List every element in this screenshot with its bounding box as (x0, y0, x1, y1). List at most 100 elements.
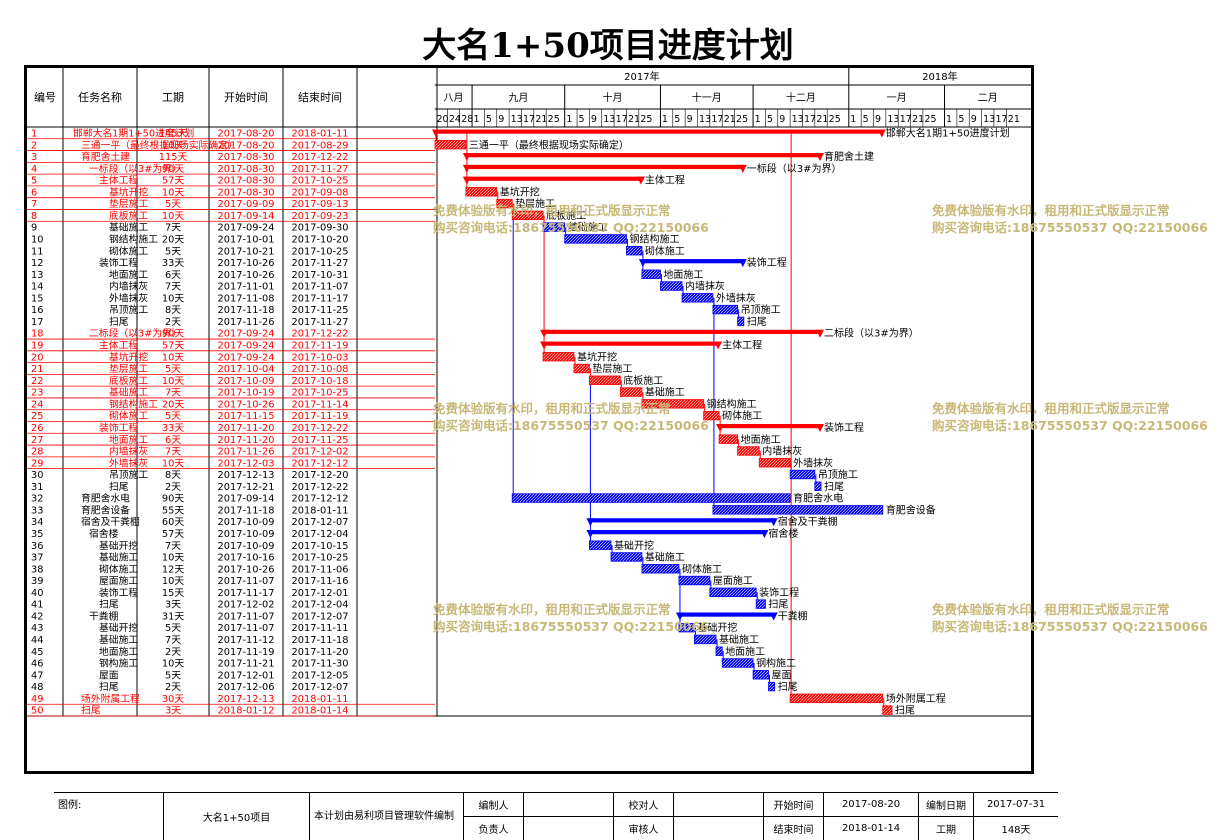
task-bar-label: 砌体施工 (645, 244, 685, 257)
task-bar (721, 658, 754, 668)
task-no: 30 (31, 470, 43, 481)
task-end: 2018-01-11 (292, 694, 349, 705)
task-duration: 90天 (162, 494, 184, 505)
reviewed-by-label: 审核人 (614, 817, 674, 840)
task-start: 2017-10-26 (218, 258, 275, 269)
task-bar-label: 干粪棚 (778, 609, 808, 622)
task-duration: 7天 (165, 282, 181, 293)
task-bar (564, 234, 627, 244)
task-name: 垫层施工 (109, 362, 148, 375)
task-no: 42 (31, 611, 43, 622)
day-label: 20 (437, 114, 449, 125)
task-start: 2017-12-03 (218, 458, 275, 469)
task-name: 吊顶施工 (109, 303, 148, 316)
task-name: 外墙抹灰 (109, 291, 148, 304)
task-no: 17 (31, 317, 43, 328)
summary-bar-end-cap (636, 176, 645, 185)
task-bar-label: 三通一平（最终根据现场实际确定） (469, 138, 629, 151)
task-duration: 10天 (162, 293, 184, 304)
reviewed-by-value (674, 817, 764, 840)
task-no: 33 (31, 505, 43, 516)
task-no: 26 (31, 423, 43, 434)
task-bar-label: 内墙抹灰 (685, 280, 725, 293)
footer: 图例: 大名1+50项目 本计划由易利项目管理软件编制 编制人 校对人 开始时间… (54, 792, 1058, 840)
summary-bar-start-cap (638, 259, 647, 268)
task-duration: 60天 (162, 517, 184, 528)
task-start: 2017-10-19 (218, 388, 275, 399)
task-name: 装饰工程 (99, 586, 138, 599)
task-end: 2017-11-25 (292, 305, 349, 316)
task-duration: 57天 (162, 529, 184, 540)
column-header-name: 任务名称 (78, 90, 122, 104)
task-end: 2017-12-01 (292, 588, 349, 599)
day-label: 5 (486, 114, 492, 125)
task-duration: 10天 (162, 140, 184, 151)
task-no: 7 (31, 199, 37, 210)
task-start: 2017-12-21 (218, 482, 275, 493)
day-label: 5 (958, 114, 964, 125)
task-no: 14 (31, 282, 43, 293)
task-start: 2017-12-01 (218, 670, 275, 681)
task-duration: 7天 (165, 223, 181, 234)
task-end: 2017-12-22 (292, 423, 349, 434)
task-end: 2017-11-16 (292, 576, 349, 587)
task-no: 19 (31, 341, 43, 352)
task-end: 2017-10-31 (292, 270, 349, 281)
task-bar-label: 地面施工 (741, 433, 781, 446)
day-label: 17 (616, 114, 628, 125)
summary-bar-start-cap (586, 518, 595, 527)
task-start: 2017-11-15 (218, 411, 275, 422)
task-bar-label: 主体工程 (645, 175, 685, 187)
summary-bar-end-cap (738, 164, 747, 173)
task-bar-label: 扫尾 (747, 315, 767, 328)
task-bar-label: 育肥舍设备 (886, 503, 936, 516)
task-no: 46 (31, 659, 43, 670)
task-no: 3 (31, 152, 37, 163)
task-no: 11 (31, 246, 43, 257)
task-duration: 145天 (159, 128, 188, 139)
task-name: 底板施工 (109, 374, 148, 387)
task-name: 宿舍楼 (89, 527, 119, 540)
task-end: 2017-11-18 (292, 635, 349, 646)
month-label: 八月 (444, 92, 464, 104)
summary-bar-end-cap (714, 341, 723, 350)
task-bar (789, 469, 816, 480)
task-name: 地面施工 (109, 433, 148, 446)
task-name: 砌体施工 (109, 244, 148, 257)
task-bar-label: 育肥舍土建 (824, 150, 874, 163)
day-label: 28 (461, 114, 473, 125)
task-no: 32 (31, 494, 43, 505)
task-no: 28 (31, 447, 43, 458)
day-label: 13 (792, 114, 804, 125)
task-duration: 10天 (162, 576, 184, 587)
task-no: 15 (31, 293, 43, 304)
task-no: 36 (31, 541, 43, 552)
task-no: 18 (31, 329, 43, 340)
task-no: 10 (31, 235, 43, 246)
task-duration: 6天 (165, 270, 181, 281)
summary-bar-start-cap (586, 530, 595, 539)
summary-bar-start-cap (540, 341, 549, 350)
task-duration: 57天 (162, 341, 184, 352)
task-bar-label: 钢结构施工 (629, 233, 679, 246)
task-name: 育肥舍设备 (81, 503, 130, 516)
task-start: 2017-12-13 (218, 470, 275, 481)
task-bar (882, 705, 893, 715)
task-start: 2017-10-26 (218, 399, 275, 410)
task-end: 2017-11-27 (292, 164, 349, 175)
task-no: 22 (31, 376, 43, 387)
day-label: 21 (912, 114, 924, 125)
task-name: 宿舍及干粪棚 (81, 515, 140, 528)
day-label: 13 (983, 114, 995, 125)
footer-software-note: 本计划由易利项目管理软件编制 (310, 793, 464, 840)
end-label: 结束时间 (764, 817, 824, 840)
task-end: 2017-09-30 (292, 223, 349, 234)
task-no: 29 (31, 458, 43, 469)
task-end: 2017-10-18 (292, 376, 349, 387)
task-no: 5 (31, 176, 37, 187)
task-no: 50 (31, 706, 43, 717)
task-bar-label: 钢构施工 (756, 657, 796, 670)
task-name: 育肥舍土建 (81, 150, 130, 163)
task-bar-label: 扫尾 (768, 598, 788, 611)
task-no: 43 (31, 623, 43, 634)
